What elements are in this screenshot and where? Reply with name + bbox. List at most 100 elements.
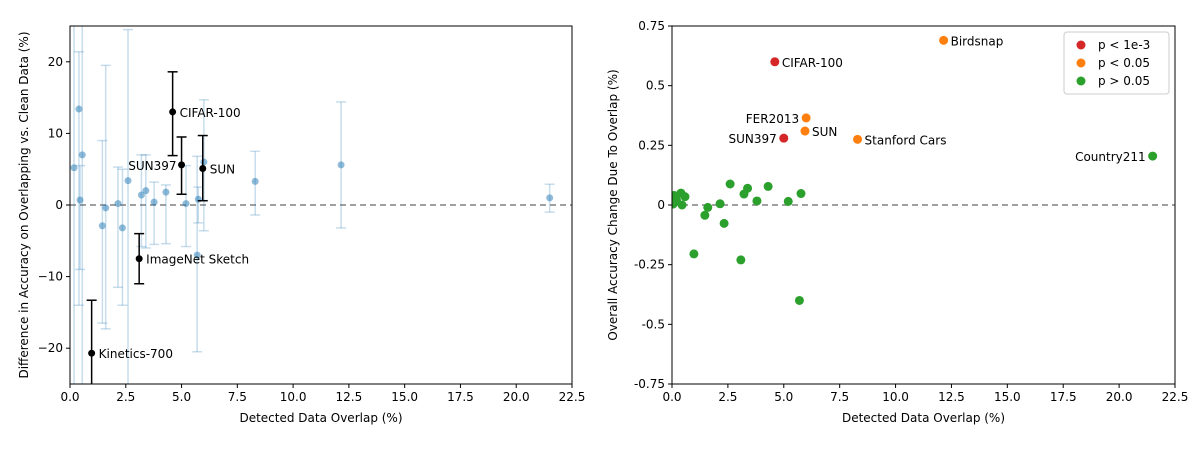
data-point (78, 151, 86, 159)
data-point (725, 179, 735, 189)
data-point (719, 218, 729, 228)
point-label: CIFAR-100 (180, 106, 241, 120)
plot-area (672, 35, 1175, 305)
data-point (337, 161, 345, 169)
y-tick-label: 0 (657, 198, 665, 212)
left-chart: 0.0 2.5 5.0 7.5 10.0 12.5 15.0 17.5 20.0 22.5 20 10… (17, 25, 586, 425)
legend-marker (1076, 58, 1086, 68)
data-point (736, 255, 746, 265)
x-tick-label: 20.0 (1106, 390, 1133, 404)
y-tick-label: -0.75 (634, 377, 665, 391)
x-tick-label: 7.5 (228, 390, 247, 404)
data-point (680, 192, 690, 202)
data-point (124, 177, 132, 185)
data-point (76, 196, 84, 204)
point-label: ImageNet Sketch (146, 253, 249, 267)
legend-label: p < 0.05 (1098, 56, 1150, 70)
data-point (853, 134, 863, 144)
x-tick-label: 2.5 (116, 390, 135, 404)
data-point (700, 210, 710, 220)
x-tick-label: 15.0 (994, 390, 1021, 404)
highlight-point (135, 255, 143, 263)
data-point (251, 177, 259, 185)
point-label: Stanford Cars (865, 133, 947, 147)
point-label: Birdsnap (951, 34, 1004, 48)
y-tick-label: 0 (55, 198, 63, 212)
y-tick-label: 10 (48, 126, 63, 140)
data-point (763, 181, 773, 191)
data-point (193, 251, 201, 259)
data-point (118, 224, 126, 232)
plot-area (70, 26, 572, 384)
x-axis-label: Detected Data Overlap (%) (239, 411, 402, 425)
x-tick-label: 12.5 (336, 390, 363, 404)
y-tick-label: -0.25 (634, 258, 665, 272)
data-point (770, 57, 780, 67)
plot-frame (671, 25, 1176, 385)
data-point (1148, 151, 1158, 161)
data-point (796, 189, 806, 199)
x-tick-label: 12.5 (938, 390, 965, 404)
data-point (182, 200, 190, 208)
x-tick-label: 5.0 (172, 390, 191, 404)
data-point (703, 202, 713, 212)
y-tick-label: −20 (38, 341, 63, 355)
y-tick-label: 0.5 (646, 79, 665, 93)
data-point (546, 194, 554, 202)
highlight-point (199, 164, 207, 172)
data-point (743, 183, 753, 193)
data-point (200, 158, 208, 166)
x-tick-label: 10.0 (280, 390, 307, 404)
x-tick-label: 17.5 (447, 390, 474, 404)
data-point (794, 295, 804, 305)
data-point (801, 113, 811, 123)
x-tick-label: 20.0 (503, 390, 530, 404)
data-point (142, 187, 150, 195)
data-point (800, 126, 810, 136)
y-axis-label: Difference in Accuracy on Overlapping vs… (17, 31, 31, 378)
data-point (75, 105, 83, 113)
point-label: FER2013 (746, 112, 799, 126)
x-tick-label: 22.5 (1162, 390, 1189, 404)
x-axis-label: Detected Data Overlap (%) (842, 411, 1005, 425)
point-label: Country211 (1075, 150, 1146, 164)
data-point (162, 188, 170, 196)
data-point (114, 200, 122, 208)
legend: p < 1e-3 p < 0.05 p > 0.05 (1063, 31, 1170, 95)
x-tick-label: 22.5 (559, 390, 586, 404)
plot-frame (69, 25, 573, 385)
data-point (98, 222, 106, 230)
data-point (70, 164, 78, 172)
data-point (715, 199, 725, 209)
x-tick-label: 5.0 (774, 390, 793, 404)
y-tick-label: 0.25 (638, 138, 665, 152)
x-tick-label: 2.5 (718, 390, 737, 404)
y-tick-label: 0.75 (638, 19, 665, 33)
data-point (689, 249, 699, 259)
x-tick-label: 0.0 (60, 390, 79, 404)
x-tick-label: 17.5 (1050, 390, 1077, 404)
point-label: SUN397 (128, 159, 176, 173)
x-tick-label: 7.5 (830, 390, 849, 404)
legend-label: p < 1e-3 (1098, 38, 1150, 52)
data-point (194, 195, 202, 203)
legend-label: p > 0.05 (1098, 74, 1150, 88)
x-tick-label: 0.0 (662, 390, 681, 404)
y-tick-label: 20 (48, 55, 63, 69)
highlight-point (178, 161, 186, 169)
point-label: Kinetics-700 (99, 347, 173, 361)
legend-marker (1076, 40, 1086, 50)
point-label: SUN (210, 162, 235, 176)
data-point (150, 198, 158, 206)
data-point (939, 35, 949, 45)
highlight-point (88, 349, 96, 357)
data-point (137, 191, 145, 199)
point-label: SUN397 (728, 132, 776, 146)
highlight-point (169, 108, 177, 116)
right-chart: 0.0 2.5 5.0 7.5 10.0 12.5 15.0 17.5 20.0 22.5 0.75… (606, 19, 1188, 425)
x-tick-label: 15.0 (391, 390, 418, 404)
point-label: SUN (812, 125, 837, 139)
data-point (752, 196, 762, 206)
data-point (677, 200, 687, 210)
